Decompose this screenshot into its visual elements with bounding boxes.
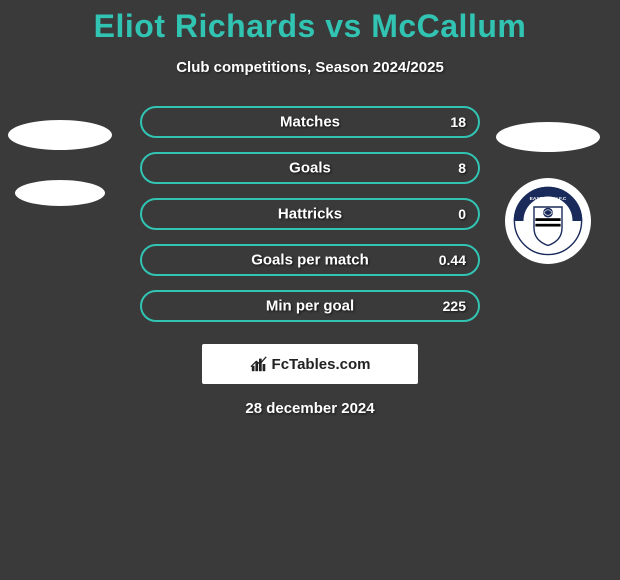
stats-bars: Matches 18 Goals 8 Hattricks 0 Goals per… — [140, 106, 480, 322]
comparison-title: Eliot Richards vs McCallum — [0, 0, 620, 45]
stat-row-matches: Matches 18 — [140, 106, 480, 138]
stat-value-right: 0.44 — [439, 252, 466, 268]
player1-club-badge-1 — [8, 120, 112, 150]
stat-row-hattricks: Hattricks 0 — [140, 198, 480, 230]
stat-value-right: 8 — [458, 160, 466, 176]
player2-club-badge-1 — [496, 122, 600, 152]
stat-row-goals: Goals 8 — [140, 152, 480, 184]
stat-label: Goals per match — [251, 252, 369, 269]
club-crest-icon: EASTLEIGH F.C — [513, 186, 583, 256]
stat-value-right: 225 — [443, 298, 466, 314]
player1-badges — [8, 120, 112, 206]
player1-club-badge-2 — [15, 180, 105, 206]
player2-badges: EASTLEIGH F.C — [496, 122, 600, 264]
stat-label: Hattricks — [278, 206, 342, 223]
bar-chart-icon — [250, 355, 268, 373]
stat-label: Min per goal — [266, 298, 354, 315]
snapshot-date: 28 december 2024 — [0, 400, 620, 417]
stat-value-right: 18 — [450, 114, 466, 130]
stat-row-min-per-goal: Min per goal 225 — [140, 290, 480, 322]
attribution-text: FcTables.com — [272, 356, 371, 373]
stat-label: Matches — [280, 114, 340, 131]
stat-value-right: 0 — [458, 206, 466, 222]
stat-label: Goals — [289, 160, 331, 177]
comparison-subtitle: Club competitions, Season 2024/2025 — [0, 59, 620, 76]
svg-text:EASTLEIGH F.C: EASTLEIGH F.C — [530, 196, 567, 202]
eastleigh-fc-badge: EASTLEIGH F.C — [505, 178, 591, 264]
stat-row-goals-per-match: Goals per match 0.44 — [140, 244, 480, 276]
attribution-badge[interactable]: FcTables.com — [202, 344, 418, 384]
